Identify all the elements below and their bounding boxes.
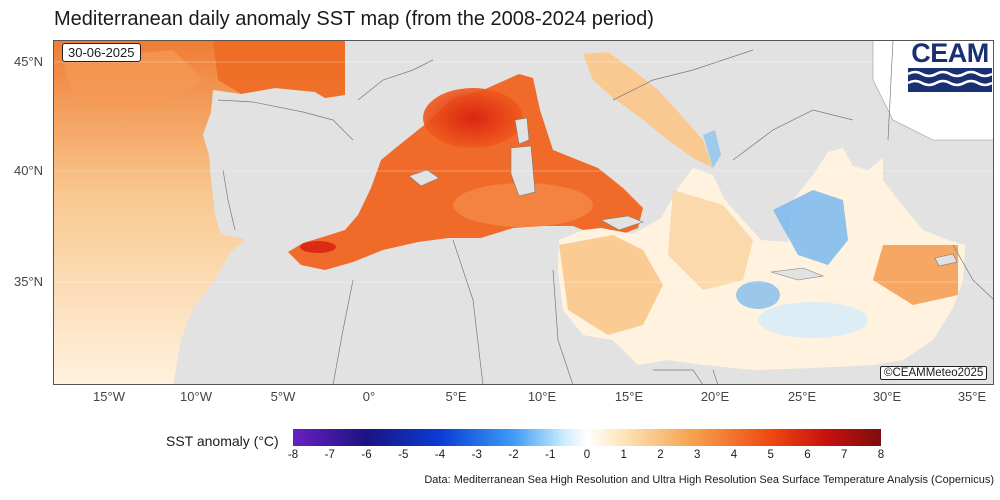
lon-label: 15°E (614, 389, 644, 404)
color-scale-tick: 5 (767, 449, 774, 461)
color-scale-tick: -8 (287, 449, 299, 461)
tyrrhenian-mild-zone (453, 183, 593, 227)
color-scale-tick: -5 (398, 449, 409, 461)
lon-label: 5°W (270, 389, 296, 404)
color-scale-tick: -1 (545, 449, 556, 461)
lon-label: 35°E (957, 389, 987, 404)
alboran-hotspot (300, 241, 336, 253)
lon-label: 20°E (700, 389, 730, 404)
lon-label: 30°E (872, 389, 902, 404)
color-scale-tick: -7 (324, 449, 335, 461)
crete-island (770, 267, 825, 281)
lon-label: 5°E (445, 389, 467, 404)
color-scale-bar (293, 429, 881, 446)
aegean-cool-zone (773, 190, 848, 265)
lon-label: 0° (362, 389, 376, 404)
map-canvas (53, 40, 994, 385)
south-cool-zone (758, 302, 868, 338)
lon-label: 25°E (787, 389, 817, 404)
lon-label: 15°W (93, 389, 125, 404)
logo-waves-icon (908, 68, 992, 92)
corsica-island (514, 117, 530, 145)
color-scale-tick: -3 (471, 449, 482, 461)
cretan-cool-patch (736, 281, 780, 309)
map-frame (53, 40, 994, 385)
country-borders (217, 40, 994, 385)
adriatic-cool-patch (703, 130, 721, 168)
data-source: Data: Mediterranean Sea High Resolution … (424, 474, 994, 486)
color-scale-tick: 2 (657, 449, 664, 461)
graticule (53, 61, 994, 283)
lat-label: 40°N (14, 163, 44, 178)
ionian-mild-zone (668, 190, 753, 290)
color-scale-tick: 0 (583, 449, 591, 461)
lon-label: 10°W (180, 389, 212, 404)
sicily-island (600, 215, 644, 231)
date-label: 30-06-2025 (62, 43, 141, 62)
page-title: Mediterranean daily anomaly SST map (fro… (54, 8, 654, 30)
color-scale-tick: -6 (361, 449, 372, 461)
color-scale-tick: 7 (841, 449, 848, 461)
color-scale-tick: 6 (804, 449, 811, 461)
ligurian-hotspot (423, 88, 523, 148)
color-scale-tick: 4 (730, 449, 738, 461)
color-scale-tick: 1 (620, 449, 627, 461)
color-scale-tick: -4 (434, 449, 446, 461)
lon-label: 10°E (527, 389, 557, 404)
atlantic-warm-zone (63, 50, 203, 110)
lat-label: 35°N (14, 274, 44, 289)
cyprus-island (934, 253, 958, 267)
legend-title: SST anomaly (°C) (166, 433, 279, 449)
color-scale-tick: 8 (877, 449, 885, 461)
balearic-islands (408, 169, 440, 187)
biscay-warm-patch (213, 40, 345, 98)
adriatic-sea (583, 52, 713, 168)
color-scale-tick: -2 (508, 449, 519, 461)
ceam-logo: CEAM (908, 38, 992, 94)
logo-text: CEAM (911, 38, 989, 68)
color-scale-tick: 3 (694, 449, 701, 461)
lat-label: 45°N (14, 54, 44, 69)
sst-map (53, 40, 994, 385)
copyright-credit: ©CEAMMeteo2025 (880, 366, 988, 380)
tunisian-shelf-warm (559, 235, 663, 335)
atlantic-ocean (53, 40, 345, 385)
